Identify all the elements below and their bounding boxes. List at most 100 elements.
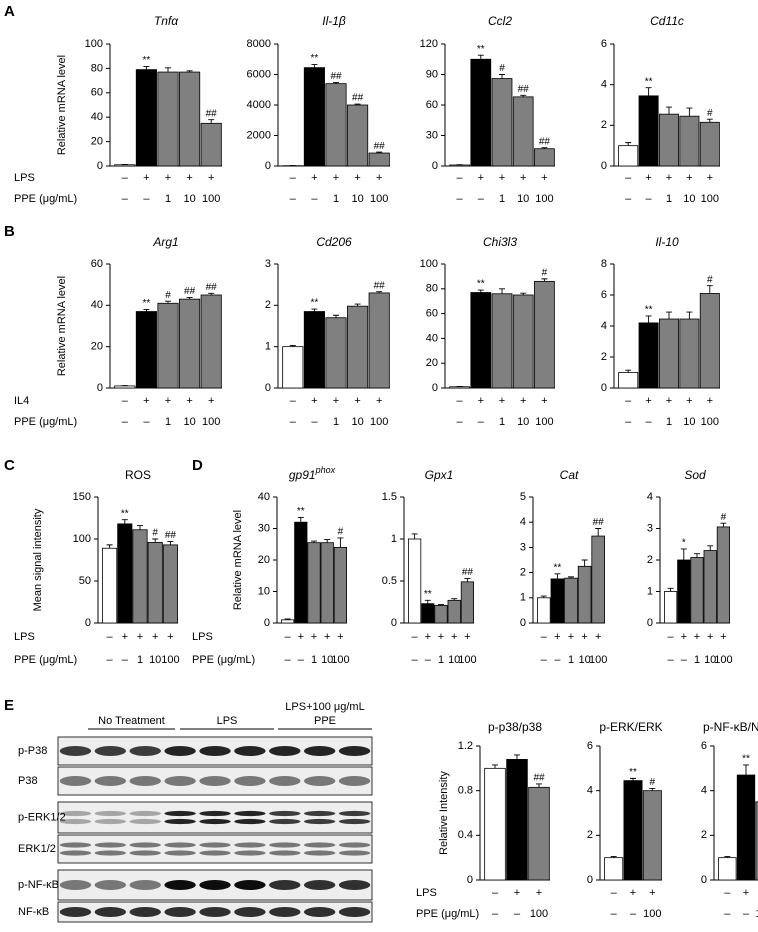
treatment-label: + <box>554 631 560 643</box>
bar <box>347 104 369 167</box>
treatment-label: – <box>492 887 499 899</box>
treatment-label: + <box>681 631 687 643</box>
treatment-label: – <box>311 193 318 205</box>
bar <box>638 322 659 389</box>
blot-band <box>234 842 266 848</box>
y-tick-label: 80 <box>91 62 103 74</box>
treatment-label: + <box>143 172 149 184</box>
y-tick-label: 60 <box>426 99 438 111</box>
bar <box>333 547 348 624</box>
treatment-label: 100 <box>202 416 220 428</box>
y-tick-label: 20 <box>426 357 438 369</box>
blot-group-label: LPS+100 μg/mL <box>285 701 364 713</box>
bar <box>679 115 700 167</box>
error-bar <box>451 598 458 601</box>
chart: Il-10 0 2 4 6 8 – – ** + – +1 +10 # +100 <box>601 235 720 428</box>
treatment-label: + <box>541 172 547 184</box>
y-tick-label: 6 <box>587 740 593 752</box>
treatment-label: + <box>186 395 192 407</box>
bar <box>512 294 534 389</box>
bar <box>325 317 347 389</box>
treatment-label: – <box>298 654 305 666</box>
blot-band <box>129 818 161 825</box>
treatment-label: – <box>541 631 548 643</box>
treatment-label: – <box>478 193 485 205</box>
blot-band <box>338 880 371 890</box>
title-text: Chi3l3 <box>483 235 517 249</box>
treatment-label: + <box>666 172 672 184</box>
y-tick-label: 0 <box>265 382 271 394</box>
treatment-label: 10 <box>183 193 195 205</box>
treatment-label: + <box>595 631 601 643</box>
treatment-label: – <box>290 193 297 205</box>
bar <box>699 121 720 167</box>
significance: ** <box>143 298 151 309</box>
blot-band <box>338 907 371 917</box>
significance: ** <box>121 508 129 519</box>
treatment-label: – <box>122 416 129 428</box>
treatment-label: + <box>324 631 330 643</box>
treatment-label: + <box>464 631 470 643</box>
blot-band <box>129 776 161 786</box>
bar <box>162 544 178 624</box>
y-axis-label: Relative Intensity <box>438 771 450 855</box>
treatment-label: 1 <box>165 193 171 205</box>
treatment-label: + <box>137 631 143 643</box>
y-tick-label: 4 <box>587 785 593 797</box>
blot-band <box>338 810 371 817</box>
bar <box>491 293 513 389</box>
error-bar <box>376 291 383 293</box>
y-axis-label: Mean signal intensity <box>32 508 44 611</box>
title-text: p-ERK/ERK <box>599 720 662 734</box>
significance: ## <box>165 530 177 541</box>
y-tick-label: 1 <box>265 341 271 353</box>
y-tick-label: 0 <box>264 617 270 629</box>
title-text: p-NF-κB/NF-κB <box>703 720 758 734</box>
blot-band <box>269 850 301 856</box>
treatment-label: + <box>581 631 587 643</box>
treatment-label: + <box>536 887 542 899</box>
bar <box>550 578 565 624</box>
title-text: ROS <box>125 468 151 482</box>
treatment-label: – <box>668 654 675 666</box>
error-bar <box>354 103 361 105</box>
y-tick-label: 0 <box>467 874 473 886</box>
bar <box>294 521 308 624</box>
error-bar <box>165 300 171 304</box>
treatment-label: 100 <box>202 193 220 205</box>
treatment-label: + <box>707 172 713 184</box>
significance: ## <box>374 280 386 291</box>
y-tick-label: 4 <box>520 516 526 528</box>
error-bar <box>333 314 339 318</box>
treatment-label: + <box>208 395 214 407</box>
row-name: PPE (μg/mL) <box>14 416 77 428</box>
y-tick-label: 0.8 <box>458 785 473 797</box>
treatment-label: + <box>499 395 505 407</box>
panel-letter: B <box>4 223 15 240</box>
y-tick-label: 80 <box>426 283 438 295</box>
title-text: Sod <box>684 468 706 482</box>
treatment-label: + <box>311 395 317 407</box>
chart: Ccl2 0 30 60 90 120 – – ** + – # +1 ## +10 ## +100 <box>420 14 555 205</box>
y-tick-label: 20 <box>91 136 103 148</box>
blot-band <box>303 810 336 817</box>
y-tick-label: 0.5 <box>382 575 397 587</box>
bar <box>512 96 534 167</box>
treatment-label: 10 <box>351 416 363 428</box>
blot-band <box>94 880 127 890</box>
treatment-label: + <box>666 395 672 407</box>
treatment-label: – <box>143 193 150 205</box>
treatment-label: 10 <box>517 193 529 205</box>
y-tick-label: 4 <box>601 320 607 332</box>
blot-band <box>94 818 127 825</box>
treatment-label: – <box>630 908 637 920</box>
y-tick-label: 3 <box>647 522 653 534</box>
error-bar <box>743 764 749 776</box>
significance: ** <box>645 76 653 87</box>
treatment-label: – <box>492 908 499 920</box>
treatment-label: – <box>611 908 618 920</box>
error-bar <box>424 599 431 604</box>
treatment-label: 10 <box>517 416 529 428</box>
